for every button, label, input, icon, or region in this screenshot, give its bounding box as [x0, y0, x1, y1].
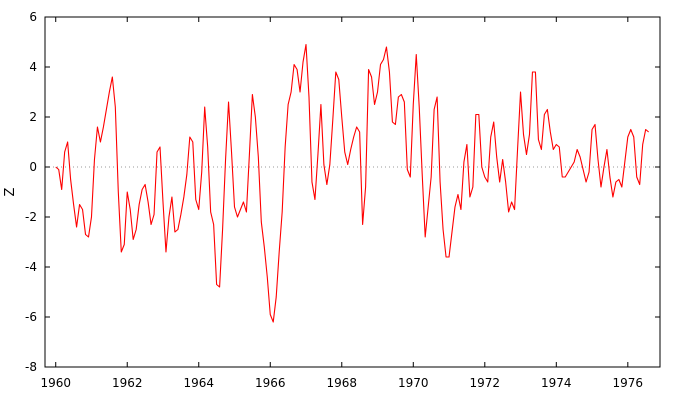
plot-frame — [44, 16, 661, 368]
x-tick-label: 1970 — [398, 376, 429, 390]
y-axis-ticks: -8 -6 -4 -2 0 2 4 6 — [25, 10, 660, 374]
x-tick-label: 1966 — [255, 376, 286, 390]
y-tick-label: -6 — [25, 310, 37, 324]
x-tick-label: 1968 — [326, 376, 357, 390]
x-tick-label: 1960 — [40, 376, 71, 390]
y-tick-label: 6 — [29, 10, 37, 24]
y-tick-label: -2 — [25, 210, 37, 224]
x-tick-label: 1974 — [541, 376, 572, 390]
y-axis-label: Z — [3, 187, 18, 196]
x-tick-label: 1962 — [112, 376, 143, 390]
x-tick-label: 1976 — [613, 376, 644, 390]
y-tick-label: 0 — [29, 160, 37, 174]
x-tick-label: 1964 — [183, 376, 214, 390]
x-tick-label: 1972 — [470, 376, 501, 390]
x-axis-ticks: 1960 1962 1964 1966 1968 1970 1972 1974 1976 — [40, 17, 643, 390]
y-tick-label: -8 — [25, 360, 37, 374]
y-tick-label: 4 — [29, 60, 37, 74]
series-line — [55, 43, 650, 323]
y-tick-label: -4 — [25, 260, 37, 274]
y-tick-label: 2 — [29, 110, 37, 124]
